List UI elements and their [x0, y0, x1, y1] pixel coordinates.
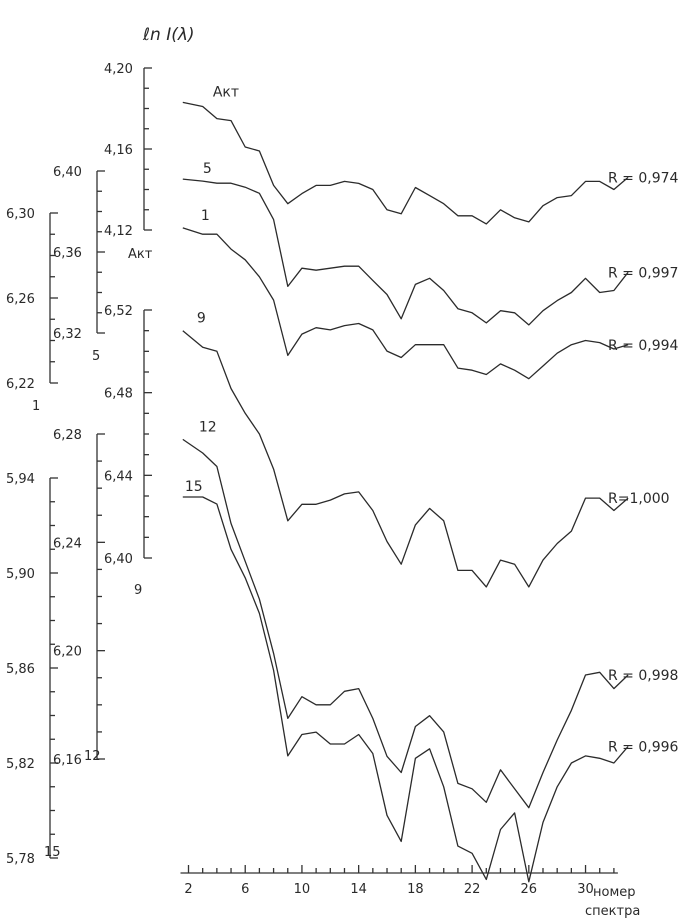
y-tick-label: 6,20: [53, 645, 82, 660]
y-tick-label: 6,40: [104, 552, 133, 567]
x-axis-label-line1: номер: [593, 885, 636, 900]
y-tick-label: 4,16: [104, 143, 133, 158]
y-tick-label: 6,40: [53, 165, 82, 180]
series-Акт: Акт R = 0,974: [182, 84, 679, 225]
series-r-label: R = 0,997: [608, 265, 678, 281]
y-tick-label: 6,48: [104, 387, 133, 402]
x-tick-label: 22: [464, 882, 481, 897]
series-line: [182, 227, 629, 380]
series-name-label: 9: [197, 311, 206, 327]
y-tick-label: 6,44: [104, 469, 133, 484]
series-name-label: 12: [199, 419, 217, 435]
series-name-label: 5: [203, 161, 212, 177]
y-axis-title: ℓn I(λ): [142, 25, 195, 45]
series-line: [182, 496, 629, 883]
y-tick-label: 5,82: [6, 757, 35, 772]
y-tick-label: 5,90: [6, 567, 35, 582]
x-tick-label: 10: [294, 882, 311, 897]
series-name-label: 1: [201, 208, 210, 224]
y-axis-12: 6,28 6,24 6,20 6,16 12: [53, 428, 105, 768]
y-axis-15: 5,94 5,90 5,86 5,82 5,78 15: [6, 472, 61, 867]
x-tick-label: 18: [407, 882, 424, 897]
series-12: 12 R = 0,998: [182, 419, 678, 809]
y-tick-label: 6,30: [6, 207, 35, 222]
series-line: [182, 438, 629, 809]
x-axis: 2 6 10 14 18 22 26 30 номер спектра: [180, 865, 640, 919]
y-tick-label: 6,32: [53, 327, 82, 342]
series-line: [182, 101, 629, 225]
y-tick-label: 6,24: [53, 536, 82, 551]
series-9: 9 R=1,000: [182, 311, 670, 588]
series-r-label: R = 0,974: [608, 170, 679, 186]
series-15: 15 R = 0,996: [182, 479, 679, 883]
y-tick-label: 6,22: [6, 377, 35, 392]
y-tick-label: 4,20: [104, 62, 133, 77]
y-tick-label: 6,52: [104, 304, 133, 319]
y-axis-5: 6,40 6,36 6,32 5: [53, 165, 105, 364]
series-group: Акт R = 0,974 5 R = 0,997 1 R = 0,994 9 R=1,000…: [182, 84, 679, 883]
y-tick-label: 6,26: [6, 292, 35, 307]
y-tick-label: 6,16: [53, 753, 82, 768]
x-tick-label: 26: [521, 882, 538, 897]
series-name-label: Акт: [213, 84, 239, 100]
y-axis-1: 6,30 6,26 6,22 1: [6, 207, 58, 414]
y-axis-id-label: Акт: [128, 247, 153, 262]
y-axis-id-label: 9: [134, 583, 142, 598]
series-r-label: R = 0,996: [608, 739, 679, 755]
y-tick-label: 5,94: [6, 472, 35, 487]
series-5: 5 R = 0,997: [182, 161, 678, 326]
x-axis-label-line2: спектра: [585, 904, 640, 919]
x-tick-label: 2: [184, 882, 192, 897]
y-tick-label: 6,28: [53, 428, 82, 443]
y-tick-label: 5,78: [6, 852, 35, 867]
series-name-label: 15: [185, 479, 203, 495]
series-line: [182, 330, 629, 588]
series-r-label: R = 0,998: [608, 668, 678, 684]
y-axes: 6,30 6,26 6,22 1 6,40 6,36 6,32 5 4,20 4,16 4,12 Ак…: [6, 62, 153, 867]
y-axis-id-label: 12: [84, 749, 101, 764]
x-tick-label: 30: [577, 882, 594, 897]
y-axis-id-label: 15: [44, 845, 61, 860]
x-ticks: 2 6 10 14 18 22 26 30: [184, 865, 615, 897]
y-tick-label: 4,12: [104, 224, 133, 239]
series-r-label: R = 0,994: [608, 338, 679, 354]
series-line: [182, 178, 629, 326]
series-1: 1 R = 0,994: [182, 208, 679, 380]
y-tick-label: 5,86: [6, 662, 35, 677]
y-axis-id-label: 1: [32, 399, 40, 414]
x-tick-label: 14: [350, 882, 367, 897]
x-tick-label: 6: [241, 882, 249, 897]
y-tick-label: 6,36: [53, 246, 82, 261]
y-axis-9: 6,52 6,48 6,44 6,40 9: [104, 304, 152, 598]
series-r-label: R=1,000: [608, 491, 670, 507]
y-axis-id-label: 5: [92, 349, 100, 364]
y-axis-Акт: 4,20 4,16 4,12 Акт: [104, 62, 153, 262]
